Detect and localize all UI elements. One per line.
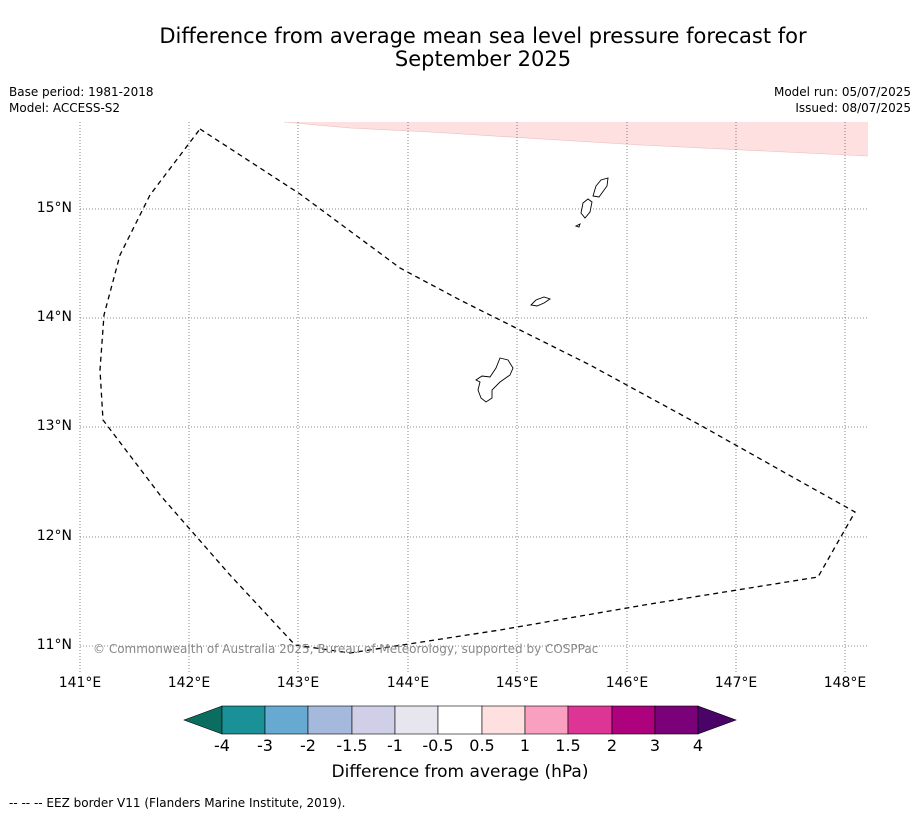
lat-tick-11n: 11°N <box>36 637 72 653</box>
chart-title-line2: September 2025 <box>394 47 572 71</box>
colorbar-extend-low <box>183 705 223 735</box>
eez-footer-note: -- -- -- EEZ border V11 (Flanders Marine… <box>9 796 346 810</box>
colorbar-extend-high <box>697 705 737 735</box>
colorbar-bin-7 <box>481 705 526 735</box>
eez-border <box>99 128 856 654</box>
colorbar-bin-4 <box>351 705 396 735</box>
lon-tick-148e: 148°E <box>823 675 867 691</box>
lon-gridlines <box>79 122 846 672</box>
colorbar-label: 1 <box>519 736 531 755</box>
lon-tick-141e: 141°E <box>58 675 102 691</box>
colorbar-label: 1.5 <box>555 736 581 755</box>
model-name: Model: ACCESS-S2 <box>9 101 121 115</box>
issued-date: Issued: 08/07/2025 <box>795 101 911 115</box>
colorbar-bin-6 <box>437 705 483 735</box>
guam-island <box>475 357 514 403</box>
colorbar-label: -1 <box>387 736 403 755</box>
colorbar-bin-10 <box>611 705 656 735</box>
lat-tick-14n: 14°N <box>36 309 72 325</box>
colorbar-label: -1.5 <box>336 736 368 755</box>
chart-title-line1: Difference from average mean sea level p… <box>159 24 807 48</box>
colorbar-label: -2 <box>300 736 316 755</box>
lon-tick-146e: 146°E <box>605 675 649 691</box>
colorbar-bin-9 <box>567 705 613 735</box>
colorbar-bin-3 <box>307 705 353 735</box>
colorbar-label: 3 <box>649 736 661 755</box>
colorbar-label: 4 <box>692 736 704 755</box>
lon-tick-142e: 142°E <box>167 675 211 691</box>
colorbar-bin-8 <box>524 705 569 735</box>
colorbar-label: 2 <box>606 736 618 755</box>
colorbar <box>183 705 737 735</box>
lon-tick-144e: 144°E <box>386 675 430 691</box>
colorbar-label: -3 <box>257 736 273 755</box>
lat-tick-12n: 12°N <box>36 528 72 544</box>
islands <box>475 177 609 403</box>
lon-tick-143e: 143°E <box>276 675 320 691</box>
base-period: Base period: 1981-2018 <box>9 85 154 99</box>
aguijan-island <box>574 223 581 228</box>
lat-gridlines <box>80 208 868 647</box>
copyright-credit: © Commonwealth of Australia 2025, Bureau… <box>93 642 599 656</box>
model-run: Model run: 05/07/2025 <box>773 85 911 99</box>
colorbar-bin-1 <box>221 705 266 735</box>
colorbar-title: Difference from average (hPa) <box>331 762 589 782</box>
colorbar-label: -0.5 <box>422 736 454 755</box>
colorbar-label: 0.5 <box>469 736 495 755</box>
saipan-island <box>592 177 609 198</box>
colorbar-bin-11 <box>654 705 699 735</box>
pressure-anomaly-shading <box>284 122 868 156</box>
colorbar-bin-5 <box>394 705 439 735</box>
rota-island <box>530 296 552 307</box>
lon-tick-147e: 147°E <box>714 675 758 691</box>
tinian-island <box>580 198 593 219</box>
lon-tick-145e: 145°E <box>495 675 539 691</box>
lat-tick-15n: 15°N <box>36 200 72 216</box>
lat-tick-13n: 13°N <box>36 418 72 434</box>
colorbar-label: -4 <box>214 736 230 755</box>
colorbar-bin-2 <box>264 705 309 735</box>
